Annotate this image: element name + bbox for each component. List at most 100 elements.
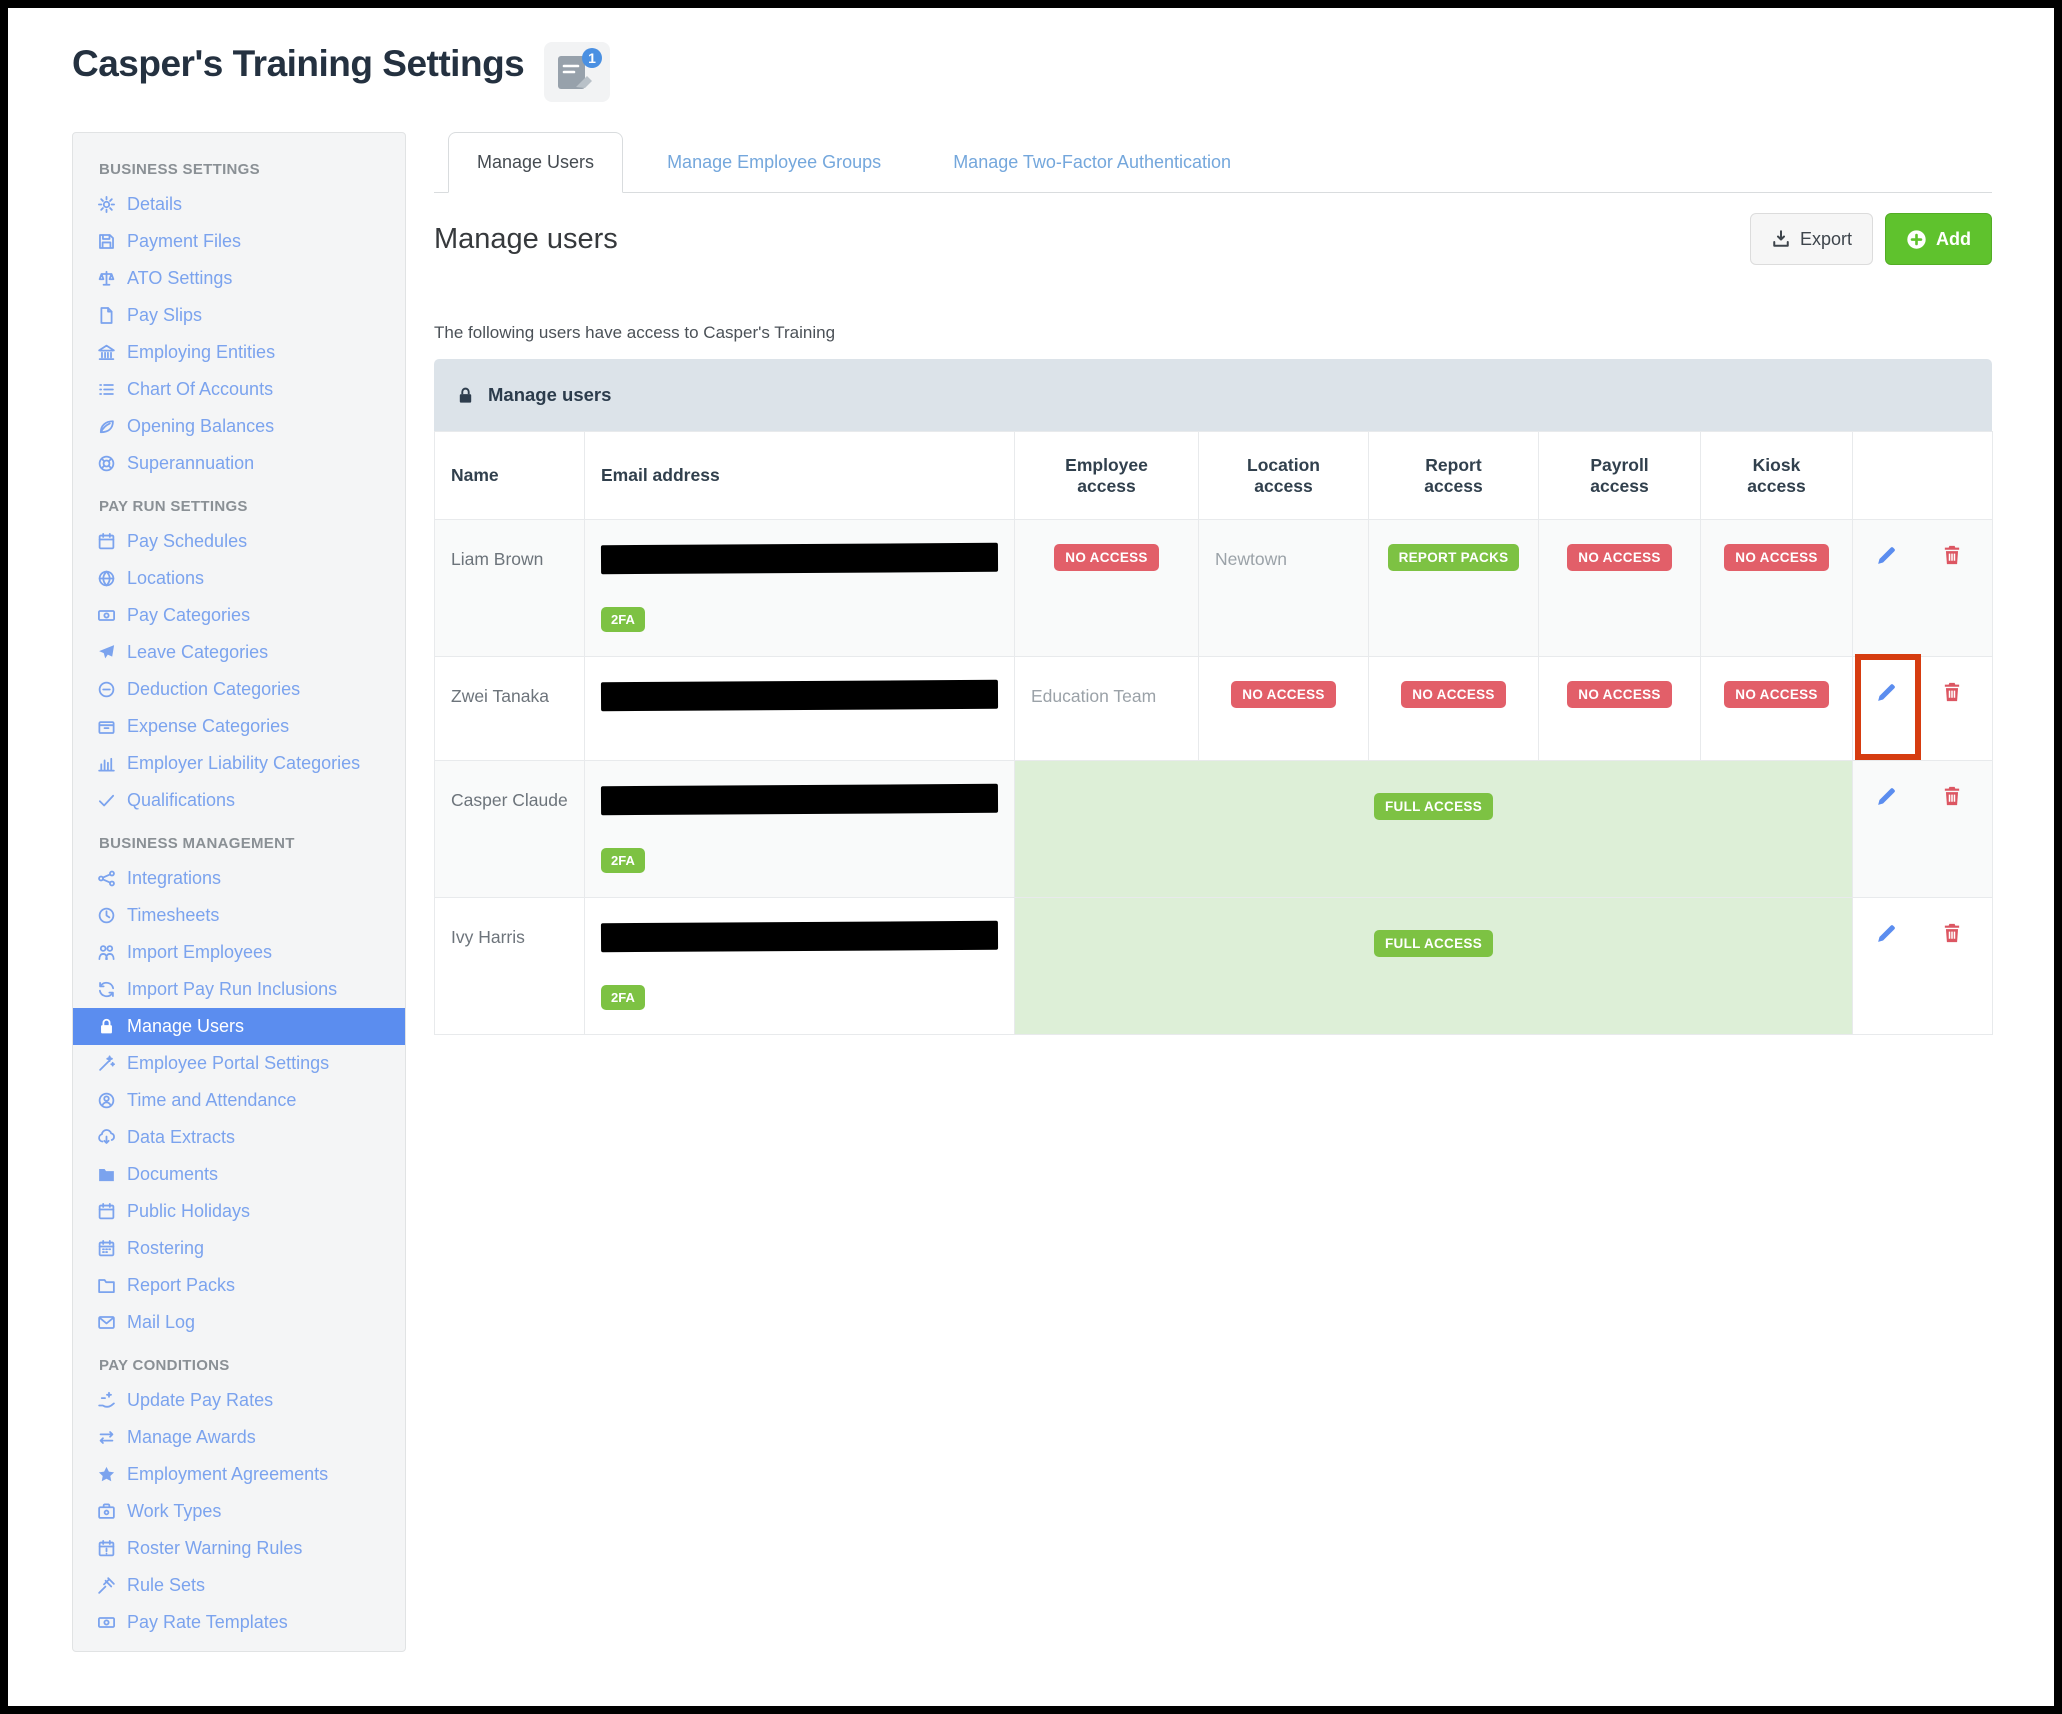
sidebar-item-manage-users[interactable]: Manage Users xyxy=(73,1008,405,1045)
redacted-email-bar xyxy=(600,783,999,816)
annotation-highlight-box xyxy=(1855,654,1921,760)
sidebar-item-data-extracts[interactable]: Data Extracts xyxy=(73,1119,405,1156)
sidebar-item-label: Superannuation xyxy=(127,453,255,473)
calendar-warning-icon xyxy=(97,1539,116,1558)
main-content: Manage Users Manage Employee Groups Mana… xyxy=(434,132,1993,1035)
sidebar-item-employment-agreements[interactable]: Employment Agreements xyxy=(73,1456,405,1493)
sidebar-item-label: Opening Balances xyxy=(127,416,275,436)
table-row: Casper Claude 2FA FULL ACCESS xyxy=(434,760,1993,898)
sidebar-item-label: Manage Users xyxy=(127,1016,245,1036)
column-header-label: Email address xyxy=(601,465,720,485)
sidebar-item-payment-files[interactable]: Payment Files xyxy=(73,223,405,260)
add-button[interactable]: Add xyxy=(1885,213,1992,265)
briefcase-icon xyxy=(97,1502,116,1521)
column-header-employee-access: Employee access xyxy=(1014,431,1199,520)
trash-icon xyxy=(1944,545,1960,565)
sidebar-item-rostering[interactable]: Rostering xyxy=(73,1230,405,1267)
lock-icon xyxy=(97,1017,116,1036)
edit-user-button[interactable] xyxy=(1875,922,1899,946)
tab-manage-employee-groups[interactable]: Manage Employee Groups xyxy=(667,151,882,172)
tab-manage-two-factor-authentication[interactable]: Manage Two-Factor Authentication xyxy=(953,151,1232,172)
sidebar-item-update-pay-rates[interactable]: Update Pay Rates xyxy=(73,1382,405,1419)
sidebar-item-report-packs[interactable]: Report Packs xyxy=(73,1267,405,1304)
sidebar-item-leave-categories[interactable]: Leave Categories xyxy=(73,634,405,671)
sidebar-item-label: Mail Log xyxy=(127,1312,196,1332)
sidebar-item-label: Import Employees xyxy=(127,942,273,962)
sidebar-item-manage-awards[interactable]: Manage Awards xyxy=(73,1419,405,1456)
access-badge: NO ACCESS xyxy=(1567,544,1672,571)
lock-icon xyxy=(459,387,472,403)
delete-user-button[interactable] xyxy=(1941,922,1965,946)
notes-button[interactable]: 1 xyxy=(544,42,611,102)
sidebar-item-pay-schedules[interactable]: Pay Schedules xyxy=(73,523,405,560)
user-email-cell: 2FA xyxy=(584,897,1015,1035)
sidebar-item-expense-categories[interactable]: Expense Categories xyxy=(73,708,405,745)
sidebar-item-locations[interactable]: Locations xyxy=(73,560,405,597)
sidebar-item-label: Expense Categories xyxy=(127,716,290,736)
sidebar-item-ato-settings[interactable]: ATO Settings xyxy=(73,260,405,297)
edit-user-button[interactable] xyxy=(1875,544,1899,568)
sidebar-item-pay-slips[interactable]: Pay Slips xyxy=(73,297,405,334)
sidebar-item-label: Payment Files xyxy=(127,231,242,251)
two-fa-badge: 2FA xyxy=(601,985,645,1010)
bank-icon xyxy=(97,343,116,362)
sidebar-item-pay-rate-templates[interactable]: Pay Rate Templates xyxy=(73,1604,405,1641)
column-header-email-address: Email address xyxy=(584,431,1015,520)
sidebar-item-deduction-categories[interactable]: Deduction Categories xyxy=(73,671,405,708)
delete-user-button[interactable] xyxy=(1941,681,1965,705)
sidebar-item-employee-portal-settings[interactable]: Employee Portal Settings xyxy=(73,1045,405,1082)
sidebar-item-label: Update Pay Rates xyxy=(127,1390,274,1410)
sidebar-item-pay-categories[interactable]: Pay Categories xyxy=(73,597,405,634)
access-badge: NO ACCESS xyxy=(1567,681,1672,708)
table-row: Liam Brown 2FA NO ACCESS Newtown REPORT PACK… xyxy=(434,519,1993,657)
sidebar-item-integrations[interactable]: Integrations xyxy=(73,860,405,897)
sidebar-item-superannuation[interactable]: Superannuation xyxy=(73,445,405,482)
share-icon xyxy=(97,869,116,888)
sidebar-item-opening-balances[interactable]: Opening Balances xyxy=(73,408,405,445)
column-header-payroll-access: Payroll access xyxy=(1538,431,1701,520)
sidebar-item-import-pay-run-inclusions[interactable]: Import Pay Run Inclusions xyxy=(73,971,405,1008)
sidebar-item-label: Timesheets xyxy=(127,905,220,925)
export-button[interactable]: Export xyxy=(1749,213,1873,265)
sidebar-item-timesheets[interactable]: Timesheets xyxy=(73,897,405,934)
people-icon xyxy=(97,943,116,962)
sidebar-item-label: Employment Agreements xyxy=(127,1464,329,1484)
column-header-report-access: Report access xyxy=(1368,431,1539,520)
tab-manage-users[interactable]: Manage Users xyxy=(448,132,624,193)
sidebar-item-employer-liability-categories[interactable]: Employer Liability Categories xyxy=(73,745,405,782)
sidebar-item-details[interactable]: Details xyxy=(73,186,405,223)
access-badge: NO ACCESS xyxy=(1231,681,1336,708)
sidebar-item-employing-entities[interactable]: Employing Entities xyxy=(73,334,405,371)
sidebar-item-label: Chart Of Accounts xyxy=(127,379,274,399)
calendar-grid-icon xyxy=(97,1239,116,1258)
sidebar-item-label: Pay Categories xyxy=(127,605,251,625)
access-cell: NO ACCESS xyxy=(1700,519,1853,657)
sidebar-item-import-employees[interactable]: Import Employees xyxy=(73,934,405,971)
user-email-cell xyxy=(584,656,1015,761)
column-header-name: Name xyxy=(434,431,585,520)
sidebar-item-mail-log[interactable]: Mail Log xyxy=(73,1304,405,1341)
sidebar-item-public-holidays[interactable]: Public Holidays xyxy=(73,1193,405,1230)
delete-user-button[interactable] xyxy=(1941,785,1965,809)
plus-circle-icon xyxy=(1907,229,1926,249)
delete-user-button[interactable] xyxy=(1941,544,1965,568)
sidebar-item-qualifications[interactable]: Qualifications xyxy=(73,782,405,819)
box-icon xyxy=(97,717,116,736)
edit-user-button[interactable] xyxy=(1875,681,1899,705)
user-name-cell: Casper Claude xyxy=(434,760,585,898)
edit-user-button[interactable] xyxy=(1875,785,1899,809)
sidebar-item-label: Data Extracts xyxy=(127,1127,236,1147)
calendar-icon xyxy=(97,532,116,551)
gear-icon xyxy=(97,195,116,214)
sidebar-item-time-and-attendance[interactable]: Time and Attendance xyxy=(73,1082,405,1119)
access-badge: NO ACCESS xyxy=(1724,681,1829,708)
star-icon xyxy=(97,1465,116,1484)
panel-title: Manage users xyxy=(488,384,612,405)
sidebar-item-chart-of-accounts[interactable]: Chart Of Accounts xyxy=(73,371,405,408)
table-row: Ivy Harris 2FA FULL ACCESS xyxy=(434,897,1993,1035)
sidebar-item-documents[interactable]: Documents xyxy=(73,1156,405,1193)
sidebar-item-work-types[interactable]: Work Types xyxy=(73,1493,405,1530)
sidebar-item-roster-warning-rules[interactable]: Roster Warning Rules xyxy=(73,1530,405,1567)
sidebar-item-rule-sets[interactable]: Rule Sets xyxy=(73,1567,405,1604)
download-icon xyxy=(1773,230,1789,247)
